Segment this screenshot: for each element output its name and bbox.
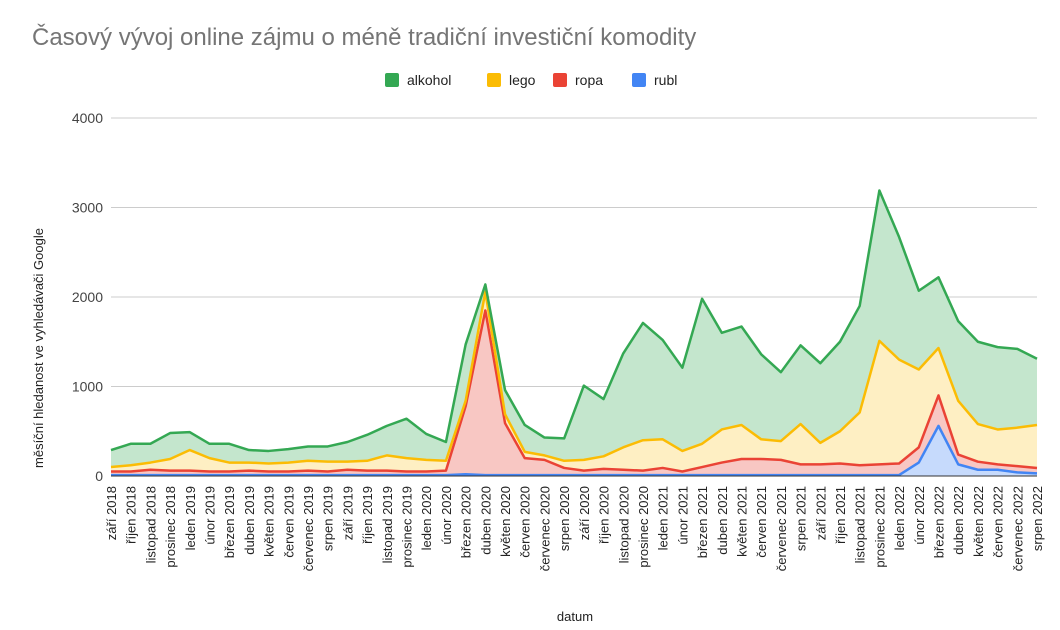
legend-swatch [487, 73, 501, 87]
legend-item-alkohol: alkohol [385, 72, 451, 88]
line-alkohol [110, 189, 1038, 453]
x-tick-label: únor 2020 [439, 486, 454, 545]
x-tick-label: květen 2019 [262, 486, 277, 557]
x-tick-label: srpen 2022 [1030, 486, 1045, 551]
x-tick-label: únor 2021 [675, 486, 690, 545]
x-tick-label: březen 2020 [459, 486, 474, 558]
x-tick-label: červenec 2022 [1010, 486, 1025, 571]
x-tick-label: září 2019 [340, 486, 355, 540]
legend-item-ropa: ropa [553, 72, 603, 88]
y-tick-label: 1000 [72, 379, 103, 395]
x-tick-label: březen 2019 [222, 486, 237, 558]
x-tick-label: květen 2020 [498, 486, 513, 557]
legend-label: lego [509, 72, 536, 88]
x-axis-label: datum [557, 609, 593, 624]
area-alkohol [111, 190, 1037, 468]
y-tick-label: 4000 [72, 110, 103, 126]
x-tick-label: srpen 2021 [794, 486, 809, 551]
x-tick-label: březen 2022 [931, 486, 946, 558]
x-tick-label: únor 2019 [203, 486, 218, 545]
x-tick-label: prosinec 2021 [872, 486, 887, 568]
legend-label: ropa [575, 72, 603, 88]
x-tick-label: srpen 2020 [557, 486, 572, 551]
x-tick-label: květen 2022 [971, 486, 986, 557]
x-tick-label: říjen 2020 [597, 486, 612, 544]
x-tick-label: srpen 2019 [321, 486, 336, 551]
x-tick-label: duben 2022 [951, 486, 966, 555]
legend-label: rubl [654, 72, 677, 88]
line-rubl [111, 424, 1038, 477]
legend-label: alkohol [407, 72, 451, 88]
x-tick-label: červen 2022 [991, 486, 1006, 558]
x-tick-label: červenec 2019 [301, 486, 316, 571]
x-tick-label: leden 2021 [656, 486, 671, 550]
legend-swatch [553, 73, 567, 87]
line-ropa [111, 309, 1038, 473]
x-tick-label: říjen 2018 [124, 486, 139, 544]
chart-title: Časový vývoj online zájmu o méně tradičn… [32, 24, 697, 51]
x-tick-label: květen 2021 [734, 486, 749, 557]
x-tick-label: listopad 2018 [143, 486, 158, 563]
legend-swatch [632, 73, 646, 87]
x-tick-label: březen 2021 [695, 486, 710, 558]
x-tick-label: leden 2019 [183, 486, 198, 550]
x-tick-label: listopad 2020 [616, 486, 631, 563]
x-tick-label: únor 2022 [912, 486, 927, 545]
x-tick-label: červen 2021 [754, 486, 769, 558]
x-tick-label: duben 2019 [242, 486, 257, 555]
legend-swatch [385, 73, 399, 87]
x-tick-label: listopad 2021 [853, 486, 868, 563]
x-tick-label: září 2018 [104, 486, 119, 540]
x-tick-label: říjen 2021 [833, 486, 848, 544]
x-tick-label: září 2020 [577, 486, 592, 540]
x-tick-label: listopad 2019 [380, 486, 395, 563]
x-tick-label: září 2021 [813, 486, 828, 540]
x-tick-label: leden 2020 [419, 486, 434, 550]
area-series [111, 190, 1037, 476]
x-tick-label: duben 2020 [478, 486, 493, 555]
x-tick-label: duben 2021 [715, 486, 730, 555]
legend: alkohol lego ropa rubl [385, 72, 677, 88]
area-rubl [111, 425, 1037, 476]
x-tick-label: říjen 2019 [360, 486, 375, 544]
y-axis-label: měsíční hledanost ve vyhledávači Google [31, 228, 46, 468]
axes: 0 1000 2000 3000 4000 září 2018 říjen 2018 list… [72, 110, 1045, 571]
series-lines [110, 189, 1038, 477]
x-tick-label: červen 2019 [281, 486, 296, 558]
x-tick-label: červen 2020 [518, 486, 533, 558]
y-tick-label: 0 [95, 468, 103, 484]
x-tick-label: červenec 2020 [537, 486, 552, 571]
legend-item-rubl: rubl [632, 72, 677, 88]
x-tick-label: červenec 2021 [774, 486, 789, 571]
y-tick-label: 3000 [72, 200, 103, 216]
x-tick-label: prosinec 2020 [636, 486, 651, 568]
x-tick-label: prosinec 2018 [163, 486, 178, 568]
legend-item-lego: lego [487, 72, 536, 88]
x-tick-label: leden 2022 [892, 486, 907, 550]
line-lego [110, 290, 1038, 469]
y-tick-label: 2000 [72, 289, 103, 305]
x-tick-label: prosinec 2019 [400, 486, 415, 568]
